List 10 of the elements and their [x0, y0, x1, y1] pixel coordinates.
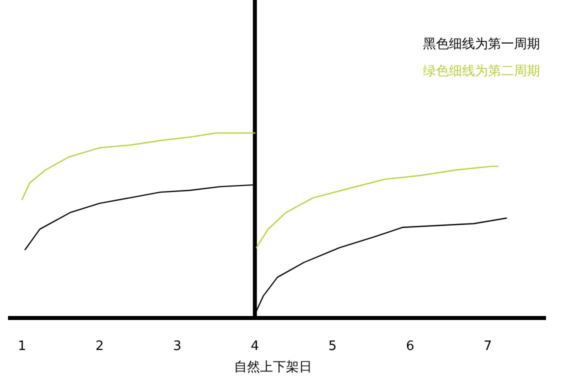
x-tick-label: 7	[484, 339, 492, 354]
text: 绿色细线为第二周期	[423, 64, 540, 79]
x-tick-label: 6	[406, 339, 414, 354]
x-tick-label: 1	[18, 339, 26, 354]
x-tick-label: 2	[95, 339, 104, 354]
x-tick-label: 3	[173, 339, 182, 354]
x-tick-label: 4	[250, 339, 260, 354]
x-tick-label: 5	[328, 339, 337, 354]
x-axis-title: 自然上下架日	[234, 360, 312, 375]
text: 黑色细线为第一周期	[423, 37, 540, 52]
